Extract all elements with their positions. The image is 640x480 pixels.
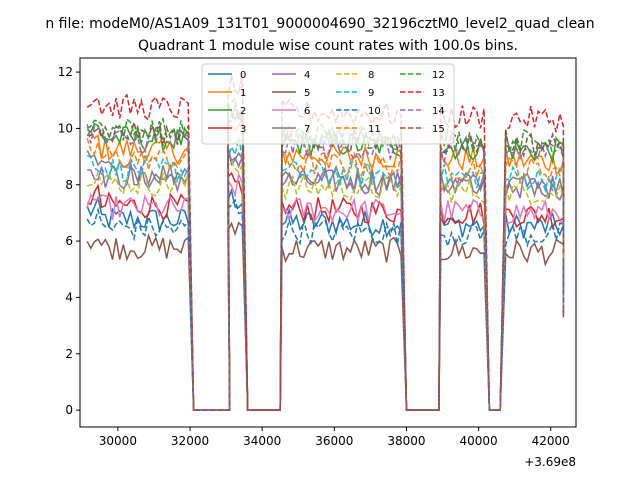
series-line-4 bbox=[87, 147, 565, 411]
legend-label-10: 10 bbox=[368, 106, 381, 117]
series-line-3 bbox=[86, 171, 565, 411]
y-axis: 0 2 4 6 8 10 12 bbox=[58, 65, 80, 417]
x-tick-label: 40000 bbox=[460, 434, 498, 448]
series-line-14 bbox=[86, 112, 565, 411]
legend-label-15: 15 bbox=[432, 124, 445, 135]
series-line-1 bbox=[86, 116, 565, 411]
legend-box bbox=[201, 63, 455, 145]
series-line-12 bbox=[86, 97, 565, 411]
legend-label-11: 11 bbox=[368, 124, 381, 135]
legend-label-12: 12 bbox=[432, 70, 445, 81]
x-tick-label: 42000 bbox=[532, 434, 570, 448]
x-tick-label: 32000 bbox=[171, 434, 209, 448]
legend-label-2: 2 bbox=[240, 106, 246, 117]
legend-label-13: 13 bbox=[432, 88, 445, 99]
x-tick-label: 38000 bbox=[387, 434, 425, 448]
x-axis: 30000 32000 34000 36000 38000 40000 42000 bbox=[99, 427, 570, 448]
y-tick-label: 10 bbox=[58, 121, 73, 135]
series-line-8 bbox=[86, 160, 565, 411]
y-tick-label: 6 bbox=[65, 234, 73, 248]
y-tick-label: 8 bbox=[65, 178, 73, 192]
chart-title: Quadrant 1 module wise count rates with … bbox=[138, 38, 518, 54]
legend-label-7: 7 bbox=[304, 124, 310, 135]
legend-label-0: 0 bbox=[240, 70, 246, 81]
x-tick-label: 30000 bbox=[99, 434, 137, 448]
figure-suptitle: n file: modeM0/AS1A09_131T01_9000004690_… bbox=[45, 16, 594, 32]
legend-label-1: 1 bbox=[240, 88, 246, 99]
series-line-5 bbox=[86, 221, 565, 411]
series-line-10 bbox=[86, 198, 565, 411]
y-tick-label: 4 bbox=[65, 290, 73, 304]
legend-label-3: 3 bbox=[240, 124, 246, 135]
x-tick-label: 34000 bbox=[243, 434, 281, 448]
y-tick-label: 12 bbox=[58, 65, 73, 79]
series-line-9 bbox=[86, 137, 565, 411]
legend-label-14: 14 bbox=[432, 106, 445, 117]
legend-label-9: 9 bbox=[368, 88, 374, 99]
series-line-6 bbox=[86, 171, 565, 411]
legend-label-6: 6 bbox=[304, 106, 310, 117]
x-offset-label: +3.69e8 bbox=[524, 455, 576, 469]
plot-frame bbox=[79, 57, 577, 428]
y-tick-label: 2 bbox=[65, 347, 73, 361]
legend-label-8: 8 bbox=[368, 70, 374, 81]
series-line-7 bbox=[86, 146, 565, 411]
series-line-11 bbox=[86, 133, 565, 411]
legend-label-5: 5 bbox=[304, 88, 310, 99]
series-line-0 bbox=[86, 187, 565, 411]
legend-label-4: 4 bbox=[304, 70, 310, 81]
y-tick-label: 0 bbox=[65, 403, 73, 417]
x-tick-label: 36000 bbox=[315, 434, 353, 448]
